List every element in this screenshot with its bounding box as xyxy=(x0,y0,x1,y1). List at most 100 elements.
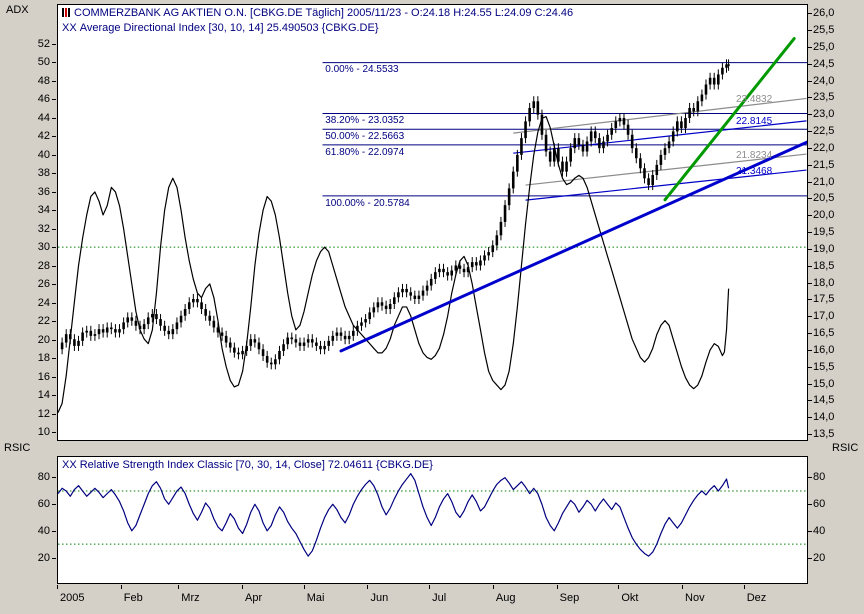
price-axis-tick-label: 24,0 xyxy=(813,74,835,87)
fib-level-label: 61.80% - 22.0974 xyxy=(325,146,405,158)
rsi-axis-tick-label-right: 60 xyxy=(813,498,826,510)
price-axis-tick-label: 24,5 xyxy=(813,57,835,70)
adx-axis-tick-label: 52 xyxy=(37,38,50,50)
axis-tick xyxy=(808,383,812,385)
axis-tick xyxy=(808,366,812,368)
axis-tick xyxy=(52,558,56,559)
axis-tick xyxy=(808,282,812,284)
rsi-axis-tick-label-left: 60 xyxy=(37,498,50,510)
axis-tick xyxy=(808,232,812,233)
axis-tick xyxy=(242,585,244,589)
axis-tick xyxy=(52,413,56,415)
chart-header-line2: XX Average Directional Index [30, 10, 14]… xyxy=(62,22,379,35)
candlestick-icon xyxy=(62,8,71,17)
axis-tick xyxy=(808,400,812,402)
axis-tick xyxy=(52,117,56,119)
price-axis-tick-label: 21,0 xyxy=(813,175,835,188)
axis-tick xyxy=(52,432,56,433)
axis-tick xyxy=(52,358,56,360)
price-axis-tick-label: 15,0 xyxy=(813,377,835,390)
x-axis-month-label: Jul xyxy=(432,592,447,604)
adx-axis-tick-label: 44 xyxy=(37,111,50,124)
axis-tick xyxy=(808,80,812,82)
axis-tick xyxy=(52,395,56,397)
adx-axis-tick-label: 16 xyxy=(37,370,50,383)
price-axis-tick-label: 25,0 xyxy=(813,40,835,53)
indicator-marker-icon: XX xyxy=(62,459,77,471)
axis-tick xyxy=(743,585,745,589)
axis-tick xyxy=(52,265,56,267)
rsi-axis-tick-label-left: 80 xyxy=(37,471,50,483)
axis-tick xyxy=(808,147,812,149)
price-axis-tick-label: 13,5 xyxy=(813,428,835,440)
axis-tick xyxy=(52,321,56,323)
rsi-header: XX Relative Strength Index Classic [70, 3… xyxy=(62,459,433,472)
axis-tick xyxy=(52,477,56,478)
axis-tick xyxy=(52,99,56,101)
panel-label-rsic-right: RSIC xyxy=(832,442,859,454)
price-axis-tick-label: 17,0 xyxy=(813,310,835,323)
x-axis-month-label: 2005 xyxy=(60,592,85,604)
fib-level-label: 38.20% - 23.0352 xyxy=(325,114,405,126)
axis-tick xyxy=(52,531,56,532)
axis-tick xyxy=(808,558,812,559)
axis-tick xyxy=(808,164,812,166)
rsi-panel[interactable]: XX Relative Strength Index Classic [70, 3… xyxy=(57,456,808,584)
adx-axis-tick-label: 36 xyxy=(37,185,50,198)
price-axis-tick-label: 21,5 xyxy=(813,158,835,171)
rsi-axis-tick-label-right: 40 xyxy=(813,525,826,537)
axis-tick xyxy=(808,299,812,301)
chart-title: COMMERZBANK AG AKTIEN O.N. [CBKG.DE Tägl… xyxy=(74,7,574,19)
price-axis-tick-label: 19,5 xyxy=(813,226,835,238)
axis-tick xyxy=(808,531,812,532)
main-chart-canvas[interactable] xyxy=(58,5,807,440)
axis-tick xyxy=(808,504,812,505)
axis-tick xyxy=(808,63,812,65)
axis-tick xyxy=(120,585,122,589)
adx-axis-tick-label: 14 xyxy=(37,389,50,402)
axis-tick xyxy=(682,585,684,589)
panel-label-adx: ADX xyxy=(6,4,29,16)
axis-tick xyxy=(618,585,620,589)
price-axis-tick-label: 20,0 xyxy=(813,209,835,222)
rsi-chart-canvas[interactable] xyxy=(58,457,807,583)
axis-tick xyxy=(808,477,812,478)
axis-tick xyxy=(808,349,812,351)
axis-tick xyxy=(52,80,56,82)
x-axis-month-label: Aug xyxy=(495,592,516,604)
axis-tick xyxy=(367,585,369,589)
price-axis-tick-label: 19,0 xyxy=(813,242,835,255)
axis-tick xyxy=(57,585,58,589)
axis-tick xyxy=(808,46,812,48)
axis-tick xyxy=(492,585,494,589)
panel-label-rsic-left: RSIC xyxy=(4,442,31,454)
main-chart-panel[interactable]: COMMERZBANK AG AKTIEN O.N. [CBKG.DE Tägl… xyxy=(57,4,808,441)
indicator-marker-icon: XX xyxy=(62,22,77,34)
axis-tick xyxy=(808,316,812,318)
price-axis-tick-label: 18,5 xyxy=(813,259,835,272)
adx-axis-tick-label: 30 xyxy=(37,241,50,254)
x-axis-month-label: Dez xyxy=(746,592,767,604)
adx-axis-tick-label: 28 xyxy=(37,259,50,272)
axis-tick xyxy=(808,198,812,200)
x-axis-month-label: Sep xyxy=(559,592,580,604)
axis-tick xyxy=(556,585,558,589)
adx-axis-tick-label: 32 xyxy=(37,222,50,235)
x-axis-month-label: Jun xyxy=(370,592,389,604)
price-axis-tick-label: 22,0 xyxy=(813,141,835,154)
adx-indicator-label: Average Directional Index [30, 10, 14] 2… xyxy=(79,22,379,34)
axis-tick xyxy=(52,284,56,286)
adx-axis-tick-label: 48 xyxy=(37,74,50,87)
axis-tick xyxy=(52,247,56,249)
axis-tick xyxy=(52,191,56,193)
rsi-axis-tick-label-left: 20 xyxy=(37,552,50,564)
axis-tick xyxy=(52,154,56,156)
adx-axis-tick-label: 50 xyxy=(37,56,50,69)
axis-tick xyxy=(52,62,56,64)
price-axis-tick-label: 20,5 xyxy=(813,192,835,205)
x-axis-month-label: Okt xyxy=(621,592,639,604)
axis-tick xyxy=(808,215,812,217)
axis-tick xyxy=(52,376,56,378)
adx-axis-tick-label: 22 xyxy=(37,315,50,328)
